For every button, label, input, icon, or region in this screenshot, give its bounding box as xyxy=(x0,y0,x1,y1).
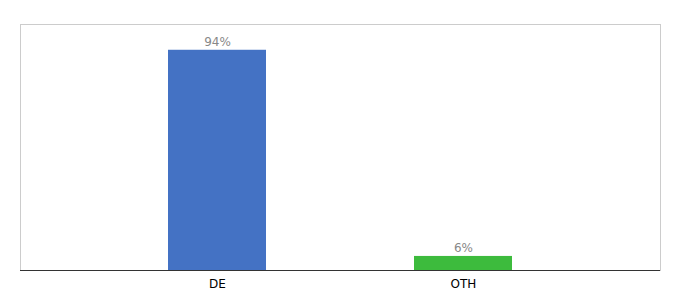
svg-text:OTH: OTH xyxy=(451,277,477,291)
svg-text:DE: DE xyxy=(209,277,226,291)
svg-text:6%: 6% xyxy=(454,241,473,255)
svg-text:94%: 94% xyxy=(204,35,231,49)
